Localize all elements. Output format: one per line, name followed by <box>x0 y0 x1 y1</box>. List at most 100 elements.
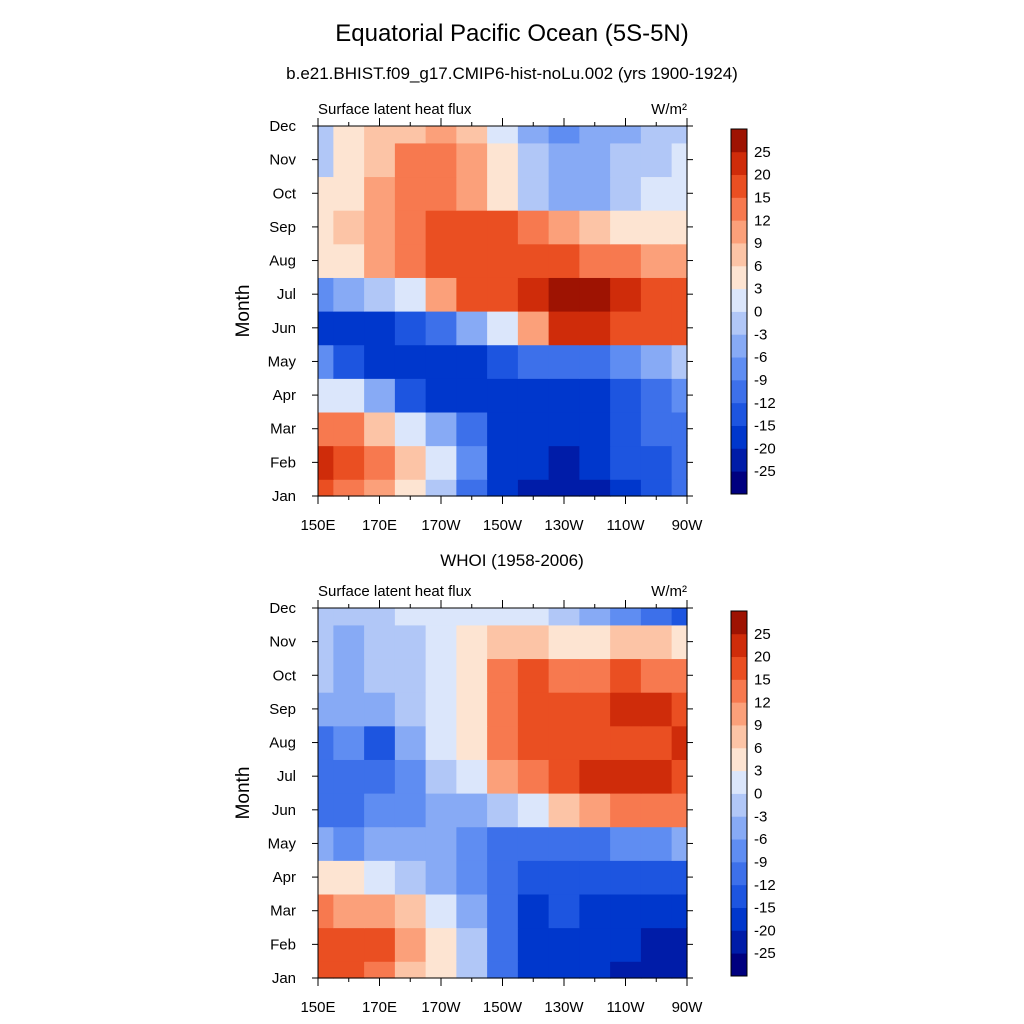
heatmap-cell <box>579 692 611 727</box>
heatmap-cell <box>364 860 396 895</box>
heatmap-cell <box>487 176 519 211</box>
heatmap-cell <box>517 658 550 693</box>
heatmap-cell <box>610 725 642 760</box>
heatmap-cell <box>425 176 457 211</box>
x-tick-label: 130W <box>544 999 584 1016</box>
heatmap-cell <box>517 344 550 379</box>
heatmap-cell <box>671 893 688 929</box>
colorbar-box <box>731 633 747 658</box>
heatmap-cell <box>364 126 396 144</box>
heatmap-cell <box>487 277 519 312</box>
heatmap-cell <box>333 479 365 497</box>
heatmap-cell <box>610 344 642 379</box>
heatmap-cell <box>640 658 673 693</box>
heatmap-cell <box>364 277 396 312</box>
heatmap-cell <box>394 893 427 929</box>
heatmap-cell <box>610 142 642 178</box>
heatmap-cell <box>364 725 396 760</box>
x-tick-label: 170W <box>421 999 461 1016</box>
heatmap-cell <box>671 344 688 379</box>
colorbar-box <box>731 425 747 449</box>
y-tick-label: Dec <box>269 600 296 617</box>
heatmap-cell <box>456 860 488 895</box>
heatmap-cell <box>333 243 365 278</box>
heatmap-cell <box>548 210 580 245</box>
y-tick-label: Jan <box>272 488 296 505</box>
heatmap-cell <box>579 210 611 245</box>
heatmap-cell <box>487 658 519 693</box>
heatmap-cell <box>364 243 396 278</box>
heatmap-cell <box>394 961 427 979</box>
heatmap-cell <box>333 311 365 346</box>
colorbar-box <box>731 770 747 794</box>
heatmap-cell <box>640 793 673 828</box>
heatmap-cell <box>333 344 365 379</box>
heatmap-cell <box>610 793 642 828</box>
heatmap-cell <box>364 411 396 447</box>
heatmap-cell <box>548 759 580 794</box>
heatmap-cell <box>394 624 427 660</box>
heatmap-cell <box>318 759 334 794</box>
colorbar-label: 6 <box>754 740 762 757</box>
heatmap-cell <box>456 826 488 861</box>
heatmap-cell <box>671 411 688 447</box>
colorbar-label: -9 <box>754 854 767 871</box>
heatmap-cell <box>487 479 519 497</box>
heatmap-cell <box>318 411 334 447</box>
heatmap-cell <box>333 893 365 929</box>
heatmap-cell <box>425 826 457 861</box>
colorbar-box <box>731 747 747 772</box>
heatmap-cell <box>548 176 580 211</box>
colorbar-frame <box>730 610 748 977</box>
heatmap-cell <box>671 725 688 760</box>
colorbar-label: -15 <box>754 900 776 917</box>
heatmap-cell <box>579 860 611 895</box>
heatmap-cell <box>640 277 673 312</box>
heatmap-cell <box>548 126 580 144</box>
colorbar-box <box>731 402 747 426</box>
heatmap-cell <box>579 142 611 178</box>
colorbar-box <box>731 448 747 472</box>
heatmap-cell <box>517 893 550 929</box>
colorbar-label: 6 <box>754 258 762 275</box>
y-tick-label: Apr <box>273 869 296 886</box>
heatmap-cell <box>548 961 580 979</box>
heatmap-cell <box>425 479 457 497</box>
colorbar-label: -9 <box>754 372 767 389</box>
heatmap-cell <box>318 658 334 693</box>
heatmap-cell <box>425 961 457 979</box>
heatmap-cell <box>640 826 673 861</box>
heatmap-cell <box>610 243 642 278</box>
heatmap-cell <box>333 793 365 828</box>
heatmap-cell <box>456 142 488 178</box>
heatmap-cell <box>640 608 673 626</box>
heatmap-cell <box>425 142 457 178</box>
heatmap-cell <box>318 344 334 379</box>
heatmap-cell <box>318 826 334 861</box>
heatmap-cell <box>548 658 580 693</box>
y-tick-label: Aug <box>269 735 296 752</box>
heatmap-cell <box>640 243 673 278</box>
heatmap-cell <box>517 860 550 895</box>
heatmap-cell <box>640 479 673 497</box>
colorbar-label: -12 <box>754 877 776 894</box>
colorbar-label: 25 <box>754 626 771 643</box>
heatmap-cell <box>318 608 334 626</box>
heatmap-cell <box>548 793 580 828</box>
heatmap-cell <box>394 126 427 144</box>
heatmap-cell <box>487 608 519 626</box>
heatmap-cell <box>425 411 457 447</box>
heatmap-cell <box>318 126 334 144</box>
heatmap-cell <box>640 624 673 660</box>
colorbar-label: 25 <box>754 144 771 161</box>
heatmap-cell <box>487 142 519 178</box>
heatmap-cell <box>487 893 519 929</box>
colorbar-label: 0 <box>754 304 762 321</box>
heatmap-cell <box>318 210 334 245</box>
heatmap-cell <box>548 692 580 727</box>
colorbar-box <box>731 265 747 290</box>
y-tick-label: Jul <box>277 286 296 303</box>
heatmap-cell <box>517 961 550 979</box>
heatmap-cell <box>517 311 550 346</box>
heatmap-cell <box>579 411 611 447</box>
